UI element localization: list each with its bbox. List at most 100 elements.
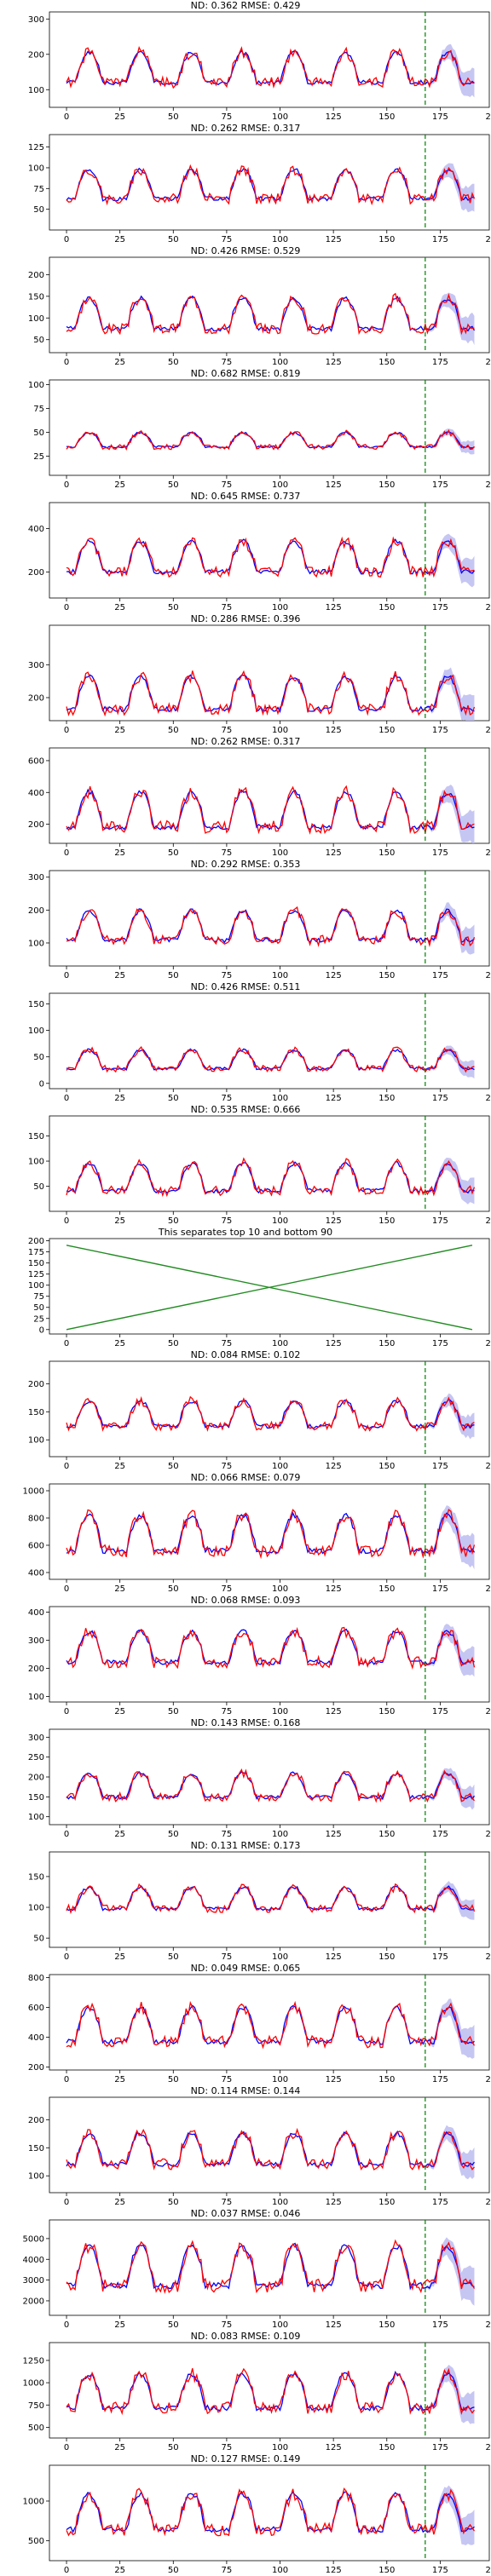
x-tick-label: 150	[378, 1094, 395, 1103]
x-tick-label: 50	[168, 1584, 179, 1594]
prediction-line	[66, 1511, 476, 1555]
chart-panel: This separates top 10 and bottom 90 0 25 50…	[0, 1227, 491, 1349]
x-tick-label: 200	[485, 1830, 491, 1839]
x-tick-label: 25	[114, 112, 125, 122]
axes-frame	[49, 1238, 490, 1335]
x-tick-label: 200	[485, 112, 491, 122]
chart-panel: ND: 0.127 RMSE: 0.149 500 1000 0 25 50 75 100 12…	[0, 2453, 491, 2576]
x-tick-label: 150	[378, 1216, 395, 1226]
chart-svg: 100 200 300 0 25 50 75 100 125 150 175 200	[28, 870, 491, 980]
y-tick-label: 600	[28, 1542, 44, 1551]
chart-panel: ND: 0.426 RMSE: 0.529 50 100 150 200 0 25 50 75 1…	[0, 245, 491, 368]
x-tick-label: 50	[168, 2075, 179, 2084]
x-tick-label: 25	[114, 1462, 125, 1471]
axes-frame	[49, 2096, 490, 2194]
x-tick-label: 125	[326, 1094, 342, 1103]
chart-panel: ND: 0.426 RMSE: 0.511 0 50 100 150 0 25 50 75 100…	[0, 981, 491, 1104]
separator-line	[66, 1245, 473, 1331]
axes-frame	[49, 379, 490, 476]
y-tick-label: 150	[28, 1408, 44, 1417]
x-tick-label: 200	[485, 1094, 491, 1103]
x-tick-label: 50	[168, 2566, 179, 2575]
y-tick-label: 500	[28, 2424, 44, 2433]
y-tick-label: 800	[28, 1515, 44, 1524]
x-tick-label: 75	[222, 2198, 233, 2207]
y-tick-label: 1000	[23, 2498, 44, 2507]
x-tick-label: 75	[222, 971, 233, 980]
x-tick-label: 150	[378, 1462, 395, 1471]
x-tick-label: 0	[64, 2566, 69, 2575]
x-tick-label: 0	[64, 971, 69, 980]
x-tick-label: 150	[378, 112, 395, 122]
y-tick-label: 150	[28, 1793, 44, 1803]
x-tick-label: 100	[272, 235, 288, 244]
prediction-line	[66, 674, 475, 714]
chart-panel: ND: 0.645 RMSE: 0.737 200 400 0 25 50 75 100 125…	[0, 491, 491, 613]
x-tick-label: 0	[64, 2320, 69, 2330]
y-tick-label: 50	[33, 1182, 44, 1192]
x-tick-label: 125	[326, 2443, 342, 2452]
x-tick-label: 175	[432, 1584, 448, 1594]
target-line	[66, 785, 475, 835]
axes-frame	[49, 1115, 490, 1212]
x-tick-label: 50	[168, 2320, 179, 2330]
x-tick-label: 125	[326, 971, 342, 980]
x-tick-label: 200	[485, 1462, 491, 1471]
x-tick-label: 125	[326, 358, 342, 367]
y-tick-label: 150	[28, 1132, 44, 1141]
x-tick-label: 25	[114, 480, 125, 490]
x-tick-label: 175	[432, 480, 448, 490]
x-tick-label: 175	[432, 1952, 448, 1962]
axes-frame	[49, 2464, 490, 2562]
chart-title: ND: 0.127 RMSE: 0.149	[190, 2453, 301, 2464]
y-tick-label: 50	[33, 205, 44, 215]
x-tick-label: 175	[432, 112, 448, 122]
x-tick-label: 200	[485, 848, 491, 858]
x-tick-label: 25	[114, 1216, 125, 1226]
prediction-interval-band	[425, 428, 475, 455]
x-tick-label: 25	[114, 848, 125, 858]
chart-panel: ND: 0.262 RMSE: 0.317 50 75 100 125 0 25 50 75 10…	[0, 123, 491, 245]
axes-frame	[49, 870, 490, 967]
chart-title: ND: 0.066 RMSE: 0.079	[190, 1472, 301, 1483]
chart-title: ND: 0.645 RMSE: 0.737	[190, 491, 301, 502]
target-line	[66, 2239, 476, 2294]
chart-title: ND: 0.068 RMSE: 0.093	[190, 1595, 301, 1606]
x-tick-label: 125	[326, 726, 342, 735]
x-tick-label: 150	[378, 2320, 395, 2330]
x-tick-label: 75	[222, 1584, 233, 1594]
x-tick-label: 0	[64, 235, 69, 244]
target-line	[66, 1626, 476, 1670]
chart-svg: 100 150 200 250 300 0 25 50 75 100 125 150 175 200	[28, 1728, 491, 1839]
x-tick-label: 150	[378, 2198, 395, 2207]
y-tick-label: 1000	[23, 2379, 44, 2389]
prediction-line	[66, 788, 475, 831]
chart-panel: ND: 0.143 RMSE: 0.168 100 150 200 250 300 0 25 5…	[0, 1717, 491, 1840]
y-tick-label: 0	[39, 1079, 44, 1089]
x-tick-label: 0	[64, 112, 69, 122]
y-tick-label: 300	[28, 661, 44, 670]
prediction-interval-band	[425, 2485, 475, 2546]
x-tick-label: 0	[64, 2075, 69, 2084]
prediction-line	[66, 431, 475, 449]
x-tick-label: 25	[114, 1952, 125, 1962]
prediction-line	[66, 1770, 476, 1801]
x-tick-label: 175	[432, 848, 448, 858]
x-tick-label: 75	[222, 1952, 233, 1962]
chart-panel: ND: 0.114 RMSE: 0.144 100 150 200 0 25 50 75 100…	[0, 2085, 491, 2208]
chart-svg: 0 50 100 150 0 25 50 75 100 125 150 175 200	[28, 992, 491, 1103]
chart-title: ND: 0.131 RMSE: 0.173	[190, 1840, 301, 1851]
x-tick-label: 200	[485, 1584, 491, 1594]
target-line	[66, 45, 475, 89]
prediction-interval-band	[425, 785, 475, 843]
x-tick-label: 150	[378, 726, 395, 735]
axes-frame	[49, 1483, 490, 1580]
chart-svg: 200 300 0 25 50 75 100 125 150 175 200	[28, 624, 491, 735]
x-tick-label: 75	[222, 112, 233, 122]
y-tick-label: 750	[28, 2401, 44, 2411]
y-tick-label: 200	[28, 1380, 44, 1389]
prediction-line	[66, 2242, 475, 2291]
x-tick-label: 75	[222, 603, 233, 612]
x-tick-label: 200	[485, 2566, 491, 2575]
